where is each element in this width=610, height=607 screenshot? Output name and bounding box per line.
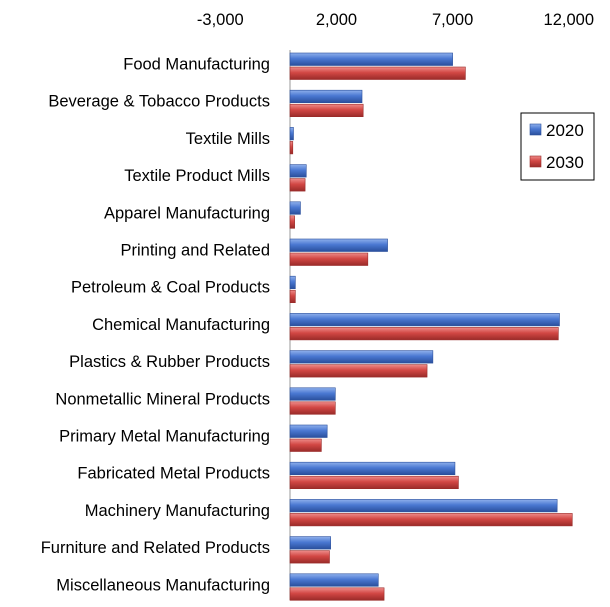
- x-tick-label: -3,000: [197, 11, 244, 29]
- bar-2020: [289, 164, 307, 178]
- bar-2030: [289, 66, 466, 80]
- category-label: Nonmetallic Mineral Products: [55, 390, 270, 408]
- bars: [289, 52, 573, 601]
- x-axis: -3,000 2,000 7,000 12,000: [197, 11, 594, 600]
- legend-swatch-2030: [529, 155, 542, 168]
- bar-2030: [289, 438, 322, 452]
- category-label: Food Manufacturing: [123, 56, 270, 74]
- legend-label: 2020: [546, 121, 584, 140]
- bar-2030: [289, 401, 336, 415]
- bar-2020: [289, 89, 363, 103]
- bar-2020: [289, 424, 328, 438]
- bar-2030: [289, 141, 294, 155]
- bar-2020: [289, 127, 294, 141]
- category-label: Beverage & Tobacco Products: [48, 93, 270, 111]
- category-label: Plastics & Rubber Products: [69, 353, 270, 371]
- bar-2030: [289, 215, 295, 229]
- legend-label: 2030: [546, 153, 584, 172]
- bar-2030: [289, 475, 459, 490]
- category-label: Apparel Manufacturing: [104, 204, 270, 222]
- bar-2030: [289, 364, 428, 378]
- bar-2030: [289, 252, 369, 266]
- bar-2030: [289, 550, 330, 564]
- category-label: Printing and Related: [120, 242, 270, 260]
- category-label: Chemical Manufacturing: [92, 316, 270, 334]
- x-tick-label: 7,000: [432, 11, 473, 29]
- category-label: Textile Product Mills: [124, 167, 270, 185]
- category-label: Primary Metal Manufacturing: [59, 428, 270, 446]
- bar-2020: [289, 238, 388, 252]
- bar-2020: [289, 201, 301, 215]
- bar-2030: [289, 178, 306, 192]
- x-tick-label: 12,000: [544, 11, 594, 29]
- bar-2020: [289, 573, 379, 587]
- bar-2020: [289, 275, 296, 290]
- category-label: Fabricated Metal Products: [77, 465, 270, 483]
- category-label: Machinery Manufacturing: [85, 502, 270, 520]
- bar-2020: [289, 350, 434, 364]
- bar-2020: [289, 461, 456, 476]
- bar-2030: [289, 327, 559, 341]
- bar-2030: [289, 289, 296, 304]
- bar-2020: [289, 313, 560, 327]
- bar-2030: [289, 513, 573, 527]
- legend-swatch-2020: [529, 123, 542, 136]
- bar-2020: [289, 499, 558, 513]
- category-label: Petroleum & Coal Products: [71, 279, 270, 297]
- bar-2020: [289, 52, 453, 66]
- bar-2020: [289, 536, 331, 550]
- bar-2030: [289, 587, 385, 601]
- category-label: Furniture and Related Products: [41, 539, 270, 557]
- category-label: Miscellaneous Manufacturing: [56, 576, 270, 594]
- category-label: Textile Mills: [186, 130, 270, 148]
- bar-2020: [289, 387, 336, 401]
- category-labels: Food Manufacturing Beverage & Tobacco Pro…: [41, 56, 270, 595]
- x-tick-label: 2,000: [316, 11, 357, 29]
- legend: 2020 2030: [520, 112, 595, 181]
- bar-2030: [289, 103, 364, 117]
